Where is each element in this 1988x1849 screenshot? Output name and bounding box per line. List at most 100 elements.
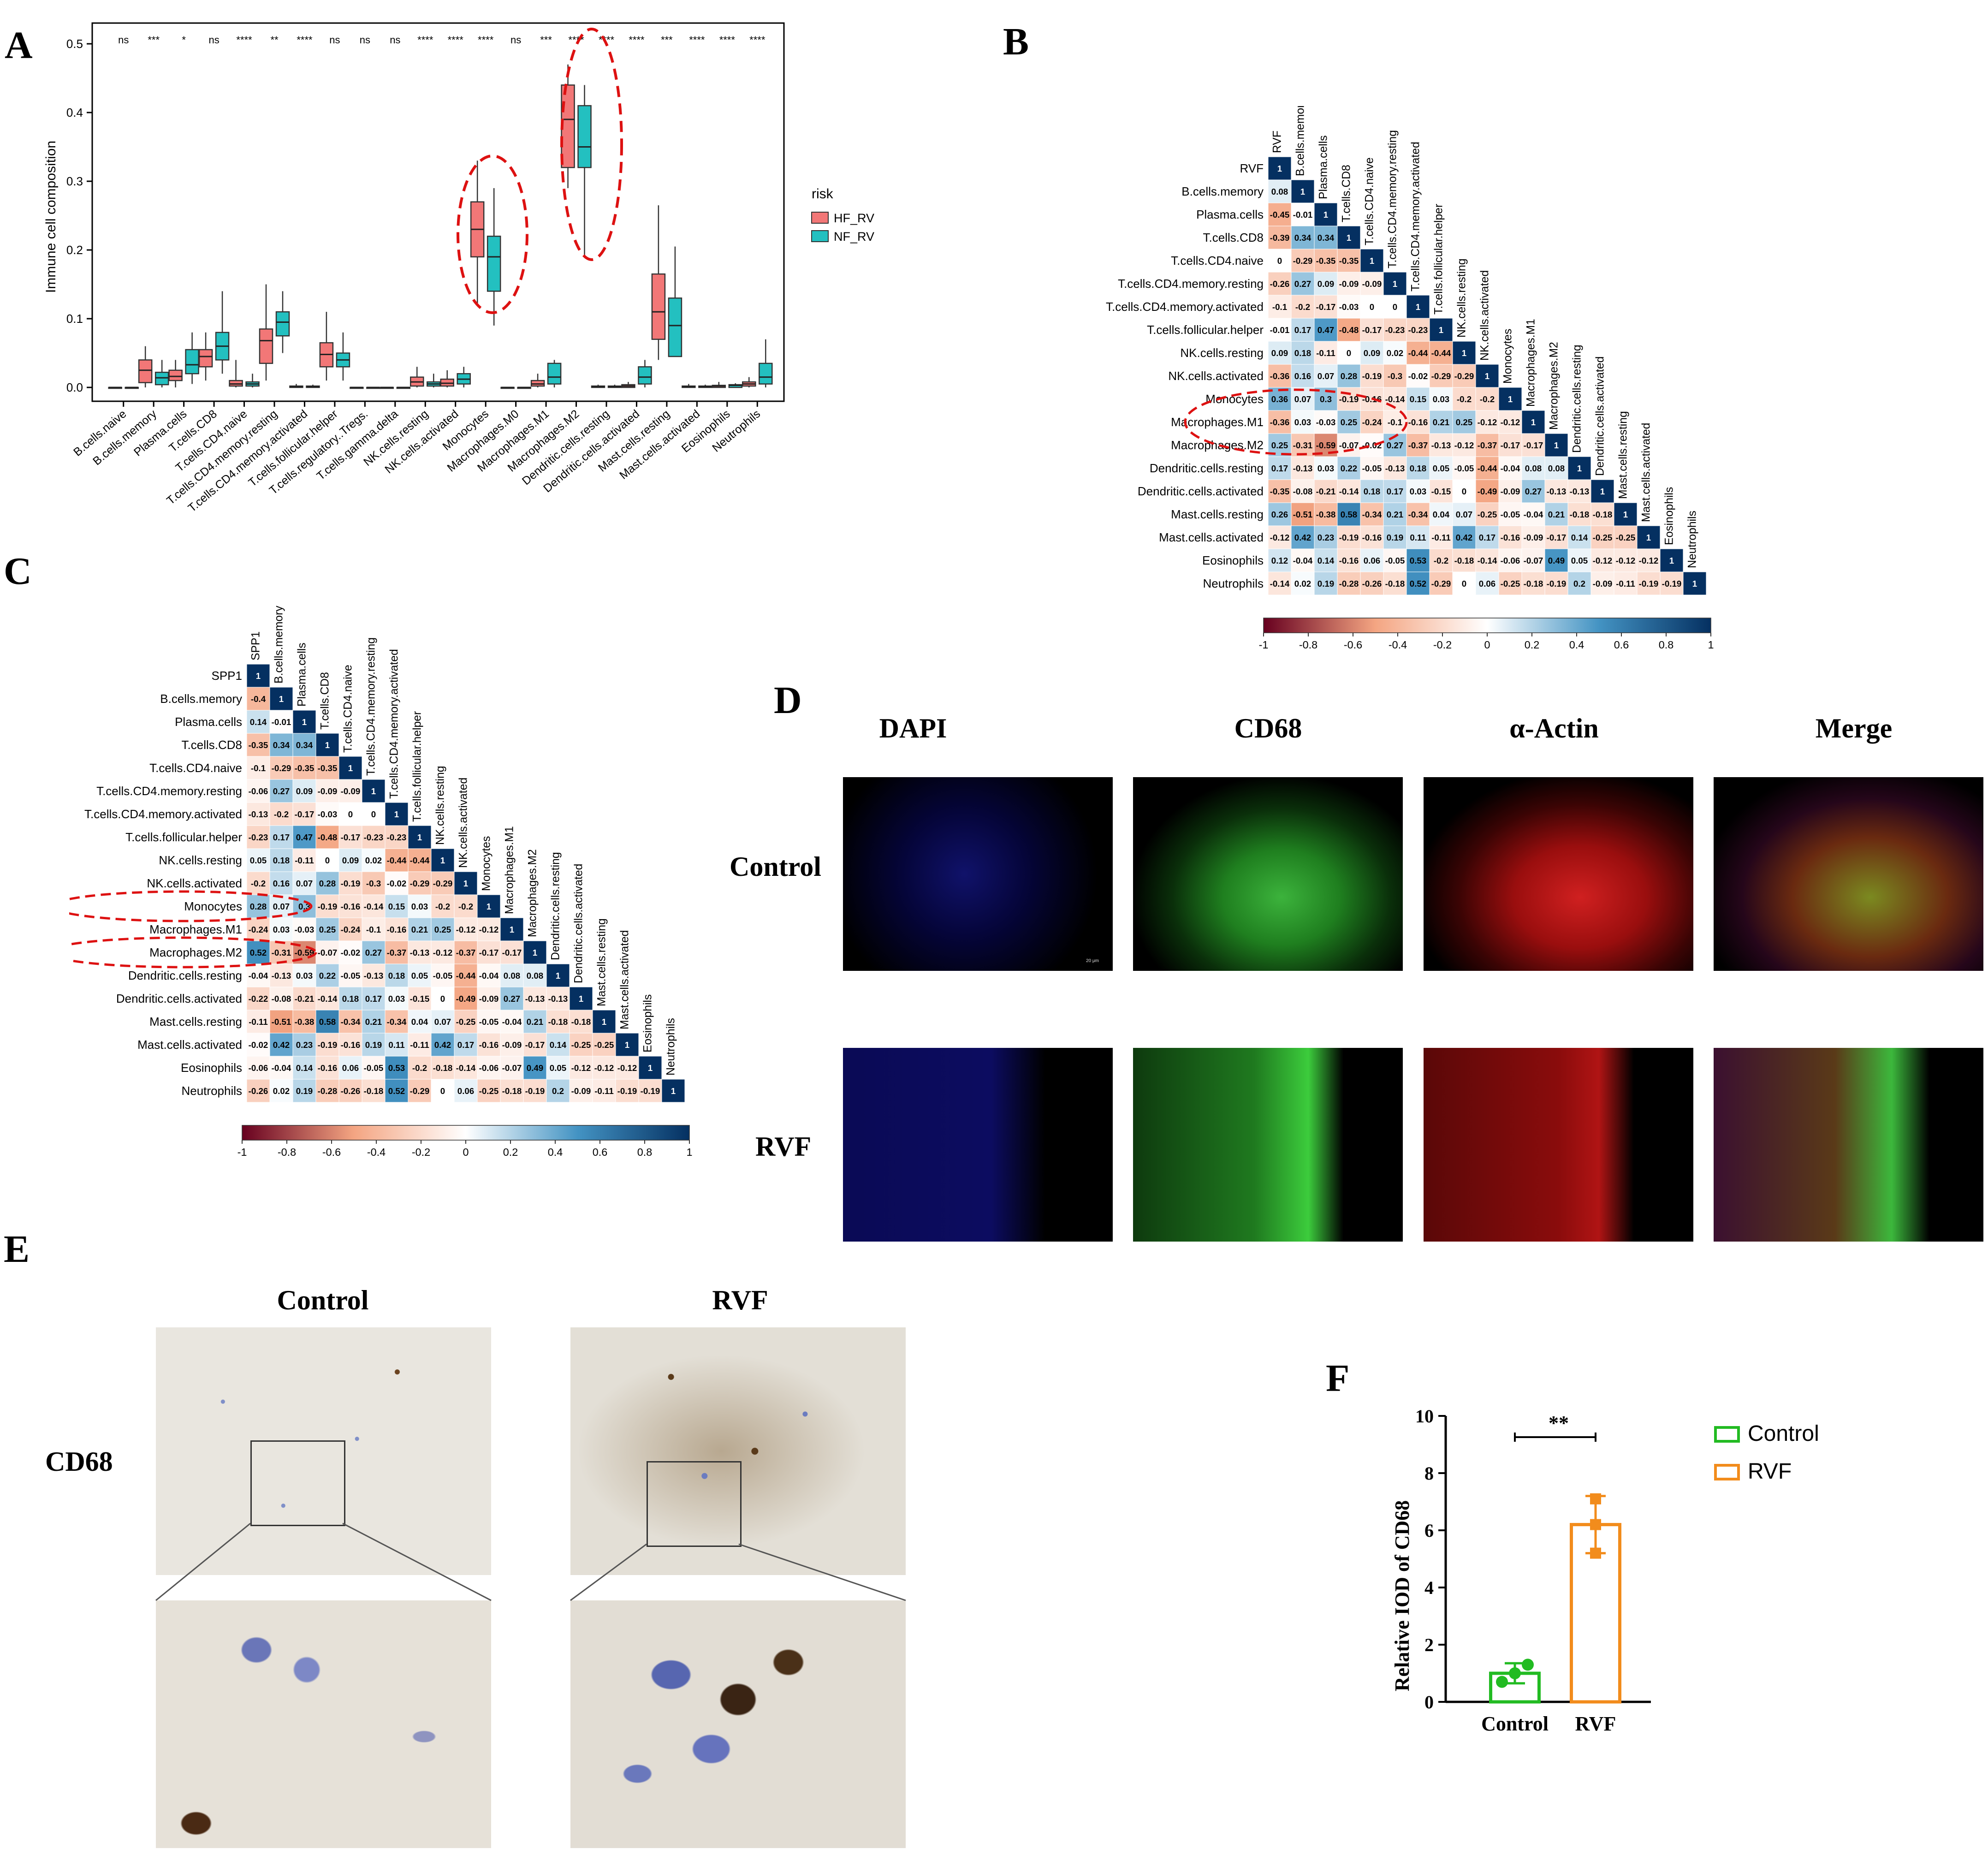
corr-value: 0.08 (1548, 464, 1565, 473)
corr-cell (1268, 272, 1292, 296)
corr-value: 0.25 (1456, 417, 1472, 427)
corr-row-label: Mast.cells.activated (137, 1038, 242, 1052)
colorbar-tick-label: -1 (1259, 639, 1269, 651)
corr-value: 0.52 (388, 1086, 405, 1096)
corr-value: -0.11 (1431, 533, 1451, 542)
corr-value: -0.37 (387, 948, 407, 957)
panel-label-f: F (1326, 1357, 1350, 1400)
corr-value: -0.05 (341, 971, 361, 981)
corr-cell (292, 733, 316, 757)
corr-value: 0.42 (1294, 533, 1311, 542)
corr-value: 0.23 (1317, 533, 1334, 542)
corr-cell (315, 756, 339, 780)
corr-value: -0.08 (272, 994, 291, 1004)
corr-value: 0.16 (1294, 371, 1311, 381)
corr-cell (1314, 202, 1338, 226)
corr-cell (500, 1010, 524, 1034)
corr-value: 0.21 (365, 1017, 382, 1027)
corr-cell (1291, 341, 1315, 365)
panel-f-point (1496, 1676, 1508, 1688)
corr-value: -0.12 (456, 925, 476, 934)
colorbar-tick-label: -0.8 (278, 1146, 296, 1158)
corr-value: 0.18 (273, 856, 290, 865)
corr-col-label: Dendritic.cells.activated (1594, 357, 1607, 476)
panel-f-ytick-label: 0 (1424, 1692, 1434, 1712)
legend-swatch-control (1714, 1426, 1740, 1443)
corr-value: 0.42 (1456, 533, 1472, 542)
corr-cell (477, 894, 501, 918)
panel-a-significance: *** (540, 34, 552, 46)
corr-value: 0.04 (411, 1017, 428, 1027)
corr-cell (362, 963, 386, 987)
corr-value: 1 (533, 948, 537, 957)
corr-value: -0.06 (1501, 556, 1520, 565)
corr-row-label: NK.cells.activated (1168, 369, 1264, 383)
box-nf-rv (457, 367, 471, 387)
panel-a-significance: **** (297, 34, 313, 46)
corr-cell (292, 848, 316, 872)
panel-label-e: E (4, 1228, 30, 1271)
corr-value: -0.12 (1593, 556, 1613, 565)
corr-cell (1383, 479, 1407, 503)
corr-cell (292, 1079, 316, 1103)
corr-cell (408, 917, 432, 941)
corr-value: -0.25 (1478, 510, 1497, 519)
corr-cell (592, 1056, 616, 1080)
corr-value: -0.09 (1362, 279, 1382, 289)
corr-value: -0.51 (1293, 510, 1313, 519)
corr-cell (1383, 548, 1407, 572)
corr-cell (246, 1010, 270, 1034)
corr-value: -0.02 (341, 948, 361, 957)
corr-value: -0.11 (1616, 579, 1635, 589)
corr-cell (315, 1033, 339, 1057)
corr-value: 0 (325, 856, 330, 865)
corr-value: -0.13 (364, 971, 384, 981)
corr-cell (362, 1010, 386, 1034)
panel-a-ytick-label: 0.5 (66, 37, 83, 51)
corr-value: 0.19 (365, 1040, 382, 1050)
corr-cell (1291, 502, 1315, 526)
corr-value: 0.09 (1317, 279, 1334, 289)
corr-cell (454, 917, 478, 941)
corr-cell (546, 1033, 570, 1057)
corr-value: 1 (1370, 256, 1374, 266)
corr-cell (431, 894, 455, 918)
corr-cell (1337, 341, 1361, 365)
corr-value: 0 (440, 994, 445, 1004)
corr-value: 0.25 (434, 925, 451, 934)
corr-cell (246, 802, 270, 826)
panel-d-col-cd68: CD68 (1234, 713, 1302, 743)
zoom-box-control (250, 1440, 345, 1526)
corr-value: 0.05 (411, 971, 428, 981)
corr-value: 0.26 (1271, 510, 1288, 519)
colorbar-tick-label: 0 (1484, 639, 1490, 651)
panel-a-significance: **** (629, 34, 645, 46)
corr-value: 0.09 (1364, 348, 1380, 358)
corr-value: -0.04 (249, 971, 268, 981)
box-nf-rv (728, 383, 743, 388)
corr-cell (431, 1079, 455, 1103)
corr-value: -0.48 (318, 832, 338, 842)
corr-col-label: T.cells.CD4.memory.activated (388, 649, 401, 799)
corr-value: 0.02 (273, 1086, 290, 1096)
corr-value: -0.31 (272, 948, 291, 957)
corr-cell (246, 987, 270, 1011)
corr-value: 0.52 (1410, 579, 1426, 589)
panel-a-significance: **** (417, 34, 433, 46)
corr-value: -0.18 (433, 1063, 453, 1073)
corr-value: 0.07 (273, 902, 290, 911)
box-nf-rv (427, 374, 441, 387)
corr-row-label: Dendritic.cells.activated (116, 992, 242, 1005)
corr-value: -0.25 (1616, 533, 1636, 542)
corr-value: -0.14 (318, 994, 338, 1004)
corr-value: -0.29 (1431, 371, 1451, 381)
corr-cell (1590, 548, 1614, 572)
corr-row-label: RVF (1240, 161, 1264, 175)
panel-a-significance: **** (478, 34, 494, 46)
corr-cell (523, 1056, 547, 1080)
corr-value: -0.34 (1408, 510, 1428, 519)
corr-cell (1429, 479, 1453, 503)
corr-value: 0.03 (1433, 394, 1449, 404)
corr-cell (408, 825, 432, 849)
box-nf-rv (577, 85, 592, 257)
